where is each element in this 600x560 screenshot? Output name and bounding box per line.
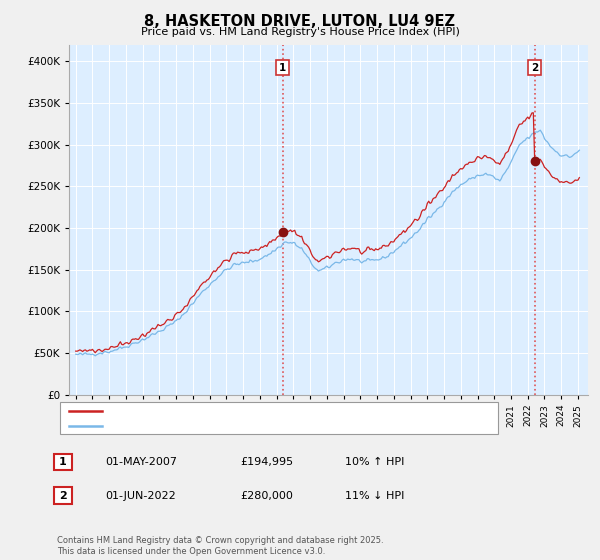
Text: 1: 1 bbox=[59, 457, 67, 467]
Text: 2: 2 bbox=[531, 63, 538, 73]
Text: 8, HASKETON DRIVE, LUTON, LU4 9EZ: 8, HASKETON DRIVE, LUTON, LU4 9EZ bbox=[145, 14, 455, 29]
Text: 01-JUN-2022: 01-JUN-2022 bbox=[105, 491, 176, 501]
Text: Price paid vs. HM Land Registry's House Price Index (HPI): Price paid vs. HM Land Registry's House … bbox=[140, 27, 460, 37]
Text: £280,000: £280,000 bbox=[240, 491, 293, 501]
Text: 2: 2 bbox=[59, 491, 67, 501]
Text: Contains HM Land Registry data © Crown copyright and database right 2025.
This d: Contains HM Land Registry data © Crown c… bbox=[57, 536, 383, 556]
Text: HPI: Average price, semi-detached house, Luton: HPI: Average price, semi-detached house,… bbox=[107, 421, 342, 431]
Text: 8, HASKETON DRIVE, LUTON, LU4 9EZ (semi-detached house): 8, HASKETON DRIVE, LUTON, LU4 9EZ (semi-… bbox=[107, 405, 407, 416]
Text: 10% ↑ HPI: 10% ↑ HPI bbox=[345, 457, 404, 467]
Text: 01-MAY-2007: 01-MAY-2007 bbox=[105, 457, 177, 467]
Text: £194,995: £194,995 bbox=[240, 457, 293, 467]
Text: 1: 1 bbox=[279, 63, 286, 73]
Text: 11% ↓ HPI: 11% ↓ HPI bbox=[345, 491, 404, 501]
